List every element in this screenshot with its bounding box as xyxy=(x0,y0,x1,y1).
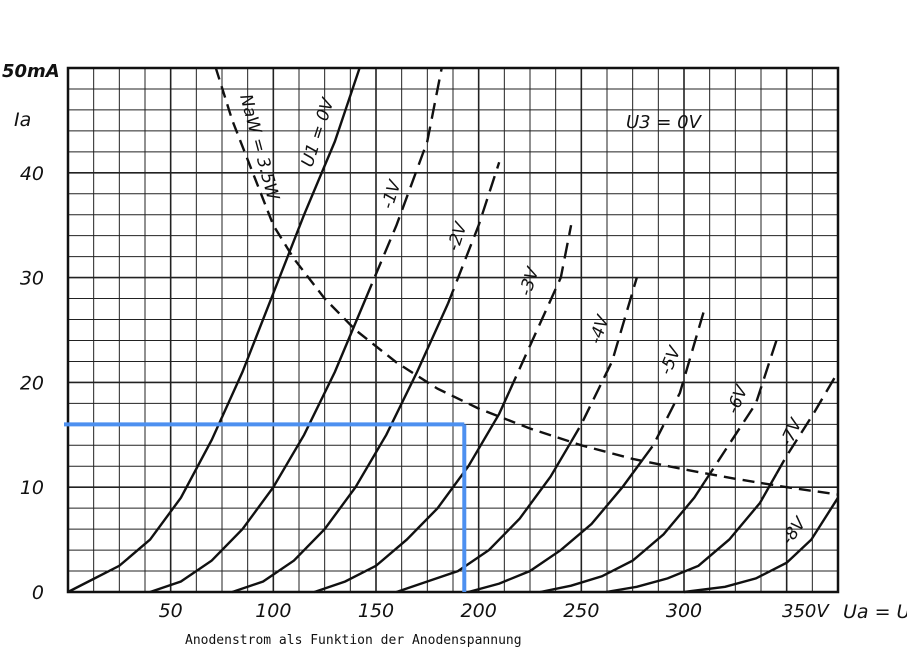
curve-4-solid xyxy=(396,441,573,594)
x-tick-label: 50 xyxy=(159,600,183,622)
curve-7-dashed xyxy=(775,371,840,475)
curve-label-minus-7v: -7V xyxy=(776,415,807,451)
curve-label-minus-4v: -4V xyxy=(586,312,614,347)
x-unit-label: 350V xyxy=(782,601,830,622)
x-tick-label: 250 xyxy=(563,600,599,622)
curve-label-minus-6v: -6V xyxy=(723,382,753,417)
curve-7-solid xyxy=(605,473,778,594)
curve-label-minus-5v: -5V xyxy=(656,343,686,378)
x-tick-label: 100 xyxy=(255,600,291,622)
curve-1-dashed xyxy=(364,67,443,300)
plot-frame xyxy=(66,66,840,594)
curve-2-solid xyxy=(231,303,449,594)
x-tick-label: 200 xyxy=(461,600,497,622)
y-unit-label: 50mA xyxy=(2,61,60,82)
y-tick-label: 30 xyxy=(20,268,44,290)
tick-labels: 0 10 20 30 40 50 100 150 200 250 300 xyxy=(20,163,702,622)
y-axis-label: Ia xyxy=(14,109,31,131)
curve-3-dashed xyxy=(508,224,573,392)
curve-5-dashed xyxy=(641,308,706,461)
x-tick-label: 300 xyxy=(666,600,702,622)
curve-6-dashed xyxy=(703,340,778,483)
curve-9-dashed xyxy=(214,67,839,496)
x-axis-label: Ua = U2 xyxy=(843,601,907,623)
u3-annotation: U3 = 0V xyxy=(626,112,703,133)
curve-1-solid xyxy=(149,298,367,594)
curve-3-solid xyxy=(314,390,511,594)
x-tick-label: 150 xyxy=(358,600,394,622)
curve-8 xyxy=(683,497,840,594)
chart-caption: Anodenstrom als Funktion der Anodenspann… xyxy=(185,633,522,648)
curve-5-solid xyxy=(468,458,644,594)
y-tick-label: 10 xyxy=(20,477,44,499)
y-tick-label: 0 xyxy=(32,582,44,604)
y-tick-label: 20 xyxy=(20,372,44,394)
curve-6-solid xyxy=(540,481,706,594)
curve-label-minus-3v: -3V xyxy=(516,264,544,299)
curve-label-u1-0v: U1 = 0V xyxy=(298,95,339,170)
grid xyxy=(66,66,840,594)
curve-2-dashed xyxy=(446,161,501,305)
curves xyxy=(67,67,840,594)
curve-label-minus-2v: -2V xyxy=(444,219,472,254)
curve-4-dashed xyxy=(570,277,638,443)
curve-labels: U1 = 0V -1V -2V -3V -4V -5V -6V -7V -8V … xyxy=(235,92,811,549)
y-tick-label: 40 xyxy=(20,163,44,185)
curve-0 xyxy=(67,67,361,594)
operating-point-highlight xyxy=(64,422,467,592)
